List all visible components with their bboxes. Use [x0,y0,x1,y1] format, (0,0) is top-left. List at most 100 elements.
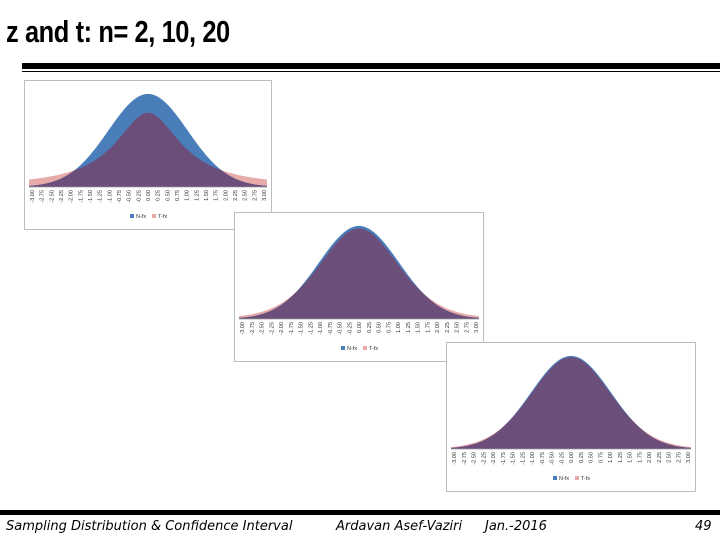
x-tick-label: -1.75 [78,190,84,203]
slide-title: z and t: n= 2, 10, 20 [6,14,230,49]
legend-label: N-fx [136,214,146,220]
x-tick-label: 0.50 [589,452,595,463]
x-tick-label: -0.25 [136,190,142,203]
legend-label: T-fx [581,476,590,482]
x-tick-label: 2.50 [667,452,673,463]
x-tick-label: 2.25 [657,452,663,463]
x-tick-label: 1.25 [194,190,200,201]
footer-rule [0,510,720,515]
x-tick-label: -2.25 [59,190,65,203]
x-tick-label: 1.75 [214,190,220,201]
x-tick-label: 1.75 [637,452,643,463]
legend-swatch [553,476,557,480]
x-tick-label: -1.75 [501,452,507,465]
x-tick-label: -2.00 [69,190,75,203]
x-tick-label: 1.50 [204,190,210,201]
x-tick-label: -3.00 [30,190,36,203]
x-tick-label: -1.50 [511,452,517,465]
x-tick-label: -1.00 [530,452,536,465]
x-tick-label: 2.00 [647,452,653,463]
x-tick-label: -2.50 [472,452,478,465]
x-tick-label: 0.25 [579,452,585,463]
x-tick-label: -1.50 [88,190,94,203]
legend-label: T-fx [158,214,167,220]
series-overlap-area [239,228,479,319]
x-tick-label: -2.75 [462,452,468,465]
x-tick-label: 1.00 [396,322,402,333]
x-tick-label: -1.25 [520,452,526,465]
footer-course: Sampling Distribution & Confidence Inter… [6,519,293,534]
chart-n20: -3.00 -2.75 -2.50 -2.25 -2.00 -1.75 -1.50 -1.25… [446,342,696,492]
x-tick-label: -0.25 [347,322,353,335]
x-tick-label: -2.50 [260,322,266,335]
chart-n20-svg: -3.00 -2.75 -2.50 -2.25 -2.00 -1.75 -1.50 -1.25… [451,355,692,482]
x-tick-label: 1.50 [628,452,634,463]
series-overlap-area [29,112,267,187]
x-tick-label: 1.00 [608,452,614,463]
x-tick-label: 2.00 [435,322,441,333]
title-rule [22,63,720,69]
x-tick-label: 0.00 [146,190,152,201]
x-tick-label: 0.50 [377,322,383,333]
chart-n2: -3.00 -2.75 -2.50 -2.25 -2.00 -1.75 -1.50 -1.25… [24,80,272,230]
x-tick-label: -1.25 [308,322,314,335]
x-tick-label: -2.00 [491,452,497,465]
x-tick-label: 0.00 [569,452,575,463]
x-tick-label: 1.00 [185,190,191,201]
x-tick-label: 2.50 [243,190,249,201]
x-tick-label: 0.75 [175,190,181,201]
title-rule-thin [22,71,720,72]
x-tick-label: 3.00 [262,190,268,201]
footer-page-number: 49 [695,519,712,534]
legend-label: T-fx [369,346,378,352]
chart-n10: -3.00 -2.75 -2.50 -2.25 -2.00 -1.75 -1.50 -1.25… [234,212,484,362]
x-tick-label: 2.25 [233,190,239,201]
series-overlap-area [451,357,691,449]
x-tick-label: 0.25 [156,190,162,201]
x-tick-label: -2.50 [49,190,55,203]
x-tick-label: -2.00 [279,322,285,335]
legend-swatch [363,346,367,350]
x-tick-label: -0.25 [559,452,565,465]
x-tick-label: -1.25 [98,190,104,203]
chart-n2-svg: -3.00 -2.75 -2.50 -2.25 -2.00 -1.75 -1.50 -1.25… [29,93,268,220]
legend-label: N-fx [559,476,569,482]
chart-n10-svg: -3.00 -2.75 -2.50 -2.25 -2.00 -1.75 -1.50 -1.25… [239,225,480,352]
x-tick-label: -0.75 [328,322,334,335]
x-tick-label: 2.00 [223,190,229,201]
x-tick-label: 0.25 [367,322,373,333]
legend-swatch [575,476,579,480]
legend-swatch [152,214,156,218]
x-tick-label: 2.75 [252,190,258,201]
x-tick-label: 0.00 [357,322,363,333]
x-tick-label: 2.50 [455,322,461,333]
footer-author: Ardavan Asef-Vaziri [336,519,463,534]
x-tick-label: -2.25 [481,452,487,465]
x-tick-label: -2.25 [269,322,275,335]
x-tick-label: -0.50 [338,322,344,335]
x-tick-label: 2.75 [464,322,470,333]
x-tick-label: 1.50 [416,322,422,333]
x-tick-label: -0.75 [117,190,123,203]
x-tick-label: 0.50 [165,190,171,201]
x-tick-label: -3.00 [452,452,458,465]
x-tick-label: -0.50 [127,190,133,203]
footer-date: Jan.-2016 [485,519,547,534]
x-tick-label: 3.00 [686,452,692,463]
x-tick-label: -0.50 [550,452,556,465]
legend-swatch [130,214,134,218]
legend-label: N-fx [347,346,357,352]
x-tick-label: 2.75 [676,452,682,463]
x-tick-label: 2.25 [445,322,451,333]
x-tick-label: -3.00 [240,322,246,335]
x-tick-label: -0.75 [540,452,546,465]
x-tick-label: 1.25 [406,322,412,333]
x-tick-label: 0.75 [386,322,392,333]
x-tick-label: 3.00 [474,322,480,333]
x-tick-label: 1.25 [618,452,624,463]
x-tick-label: -2.75 [250,322,256,335]
x-tick-label: -1.75 [289,322,295,335]
x-tick-label: 1.75 [425,322,431,333]
x-tick-label: 0.75 [598,452,604,463]
x-tick-label: -1.00 [318,322,324,335]
